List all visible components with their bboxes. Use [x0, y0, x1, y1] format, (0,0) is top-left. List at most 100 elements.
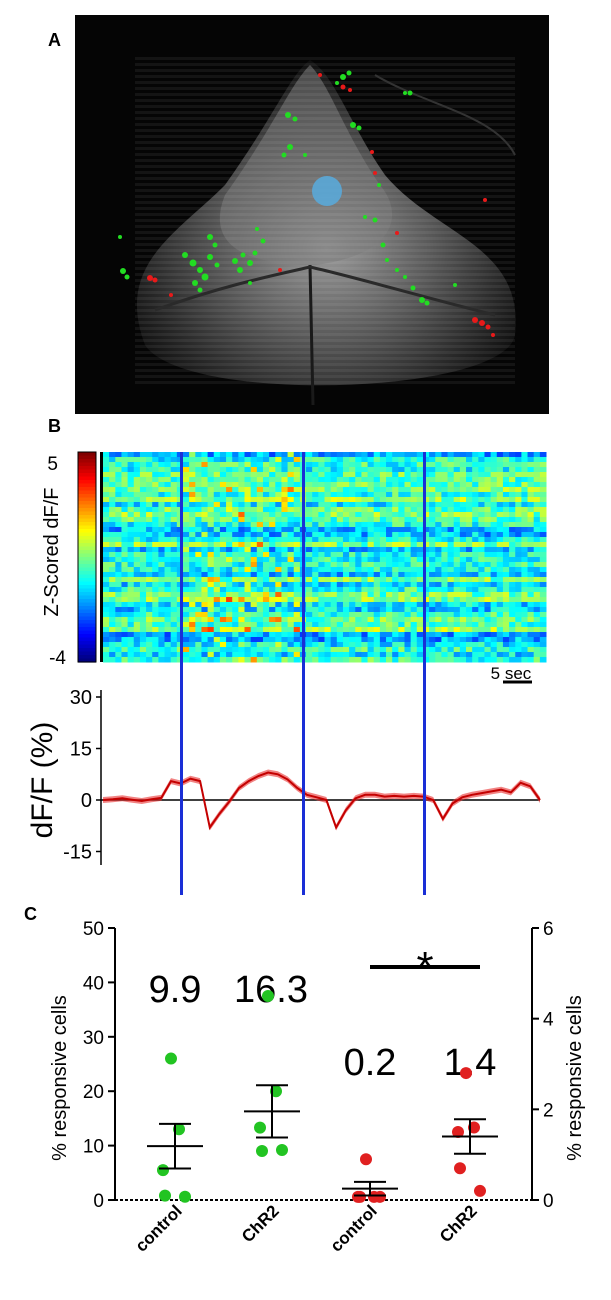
- heatmap-cell: [170, 457, 178, 463]
- heatmap-cell: [484, 462, 492, 468]
- heatmap-cell: [410, 592, 418, 598]
- heatmap-cell: [527, 532, 535, 538]
- heatmap-cell: [521, 547, 529, 553]
- heatmap-cell: [213, 537, 221, 543]
- heatmap-cell: [121, 607, 129, 613]
- heatmap-cell: [533, 602, 541, 608]
- heatmap-cell: [127, 607, 135, 613]
- heatmap-cell: [275, 597, 282, 603]
- heatmap-cell: [410, 532, 418, 538]
- heatmap-cell: [195, 537, 202, 543]
- heatmap-cell: [164, 552, 172, 558]
- heatmap-cell: [502, 452, 510, 458]
- heatmap-cell: [447, 592, 455, 598]
- heatmap-cell: [496, 552, 504, 558]
- heatmap-cell: [349, 532, 356, 538]
- heatmap-cell: [306, 622, 313, 628]
- heatmap-cell: [103, 637, 110, 643]
- panel-b-label: B: [48, 416, 61, 436]
- heatmap-cell: [201, 452, 209, 458]
- heatmap-cell: [262, 467, 270, 473]
- heatmap-cell: [447, 502, 455, 508]
- heatmap-cell: [367, 582, 375, 588]
- heatmap-cell: [146, 452, 153, 458]
- heatmap-cell: [496, 622, 504, 628]
- heatmap-cell: [367, 617, 375, 623]
- colorbar-cell: [78, 455, 96, 460]
- heatmap-cell: [527, 602, 535, 608]
- heatmap-cell: [429, 577, 436, 583]
- heatmap-cell: [213, 597, 221, 603]
- heatmap-cell: [502, 462, 510, 468]
- heatmap-cell: [170, 612, 178, 618]
- heatmap-cell: [435, 542, 442, 548]
- heatmap-cell: [367, 497, 375, 503]
- heatmap-cell: [232, 547, 239, 553]
- heatmap-cell: [133, 452, 141, 458]
- heatmap-cell: [349, 452, 356, 458]
- heatmap-cell: [441, 597, 449, 603]
- heatmap-cell: [158, 477, 166, 483]
- heatmap-cell: [238, 562, 246, 568]
- heatmap-cell: [466, 647, 473, 653]
- heatmap-cell: [453, 652, 461, 658]
- heatmap-cell: [466, 572, 473, 578]
- heatmap-cell: [416, 562, 424, 568]
- heatmap-cell: [170, 627, 178, 633]
- heatmap-cell: [447, 522, 455, 528]
- heatmap-cell: [115, 607, 122, 613]
- heatmap-cell: [502, 652, 510, 658]
- heatmap-cell: [133, 647, 141, 653]
- heatmap-cell: [164, 617, 172, 623]
- heatmap-cell: [201, 597, 209, 603]
- heatmap-cell: [496, 472, 504, 478]
- heatmap-cell: [127, 582, 135, 588]
- heatmap-cell: [515, 647, 522, 653]
- heatmap-cell: [244, 567, 252, 573]
- heatmap-cell: [459, 587, 467, 593]
- heatmap-cell: [472, 472, 479, 478]
- heatmap-cell: [207, 572, 215, 578]
- heatmap-cell: [232, 532, 239, 538]
- heatmap-cell: [238, 552, 246, 558]
- heatmap-cell: [306, 472, 313, 478]
- heatmap-cell: [170, 482, 178, 488]
- heatmap-cell: [404, 607, 412, 613]
- heatmap-cell: [373, 552, 381, 558]
- heatmap-cell: [103, 492, 110, 498]
- heatmap-cell: [379, 512, 387, 518]
- heatmap-cell: [250, 502, 258, 508]
- heatmap-cell: [496, 537, 504, 543]
- heatmap-cell: [293, 562, 301, 568]
- heatmap-cell: [453, 627, 461, 633]
- heatmap-cell: [349, 482, 356, 488]
- heatmap-cell: [429, 647, 436, 653]
- heatmap-cell: [170, 632, 178, 638]
- heatmap-cell: [447, 512, 455, 518]
- heatmap-cell: [158, 542, 166, 548]
- heatmap-cell: [447, 627, 455, 633]
- heatmap-cell: [158, 537, 166, 543]
- heatmap-cell: [312, 632, 319, 638]
- brain-image: [75, 15, 549, 414]
- heatmap-cell: [158, 647, 166, 653]
- heatmap-cell: [219, 492, 227, 498]
- heatmap-cell: [502, 592, 510, 598]
- heatmap-cell: [103, 602, 110, 608]
- heatmap-cell: [158, 622, 166, 628]
- heatmap-cell: [232, 582, 239, 588]
- heatmap-cell: [349, 567, 356, 573]
- heatmap-cell: [109, 452, 116, 458]
- heatmap-cell: [466, 642, 473, 648]
- heatmap-cell: [318, 517, 325, 523]
- heatmap-cell: [410, 627, 418, 633]
- heatmap-cell: [195, 622, 202, 628]
- heatmap-cell: [170, 637, 178, 643]
- heatmap-cell: [447, 602, 455, 608]
- heatmap-cell: [158, 572, 166, 578]
- heatmap-cell: [539, 572, 547, 578]
- heatmap-cell: [472, 502, 479, 508]
- colorbar-cell: [78, 546, 96, 551]
- heatmap-cell: [152, 457, 159, 463]
- heatmap-cell: [410, 657, 418, 663]
